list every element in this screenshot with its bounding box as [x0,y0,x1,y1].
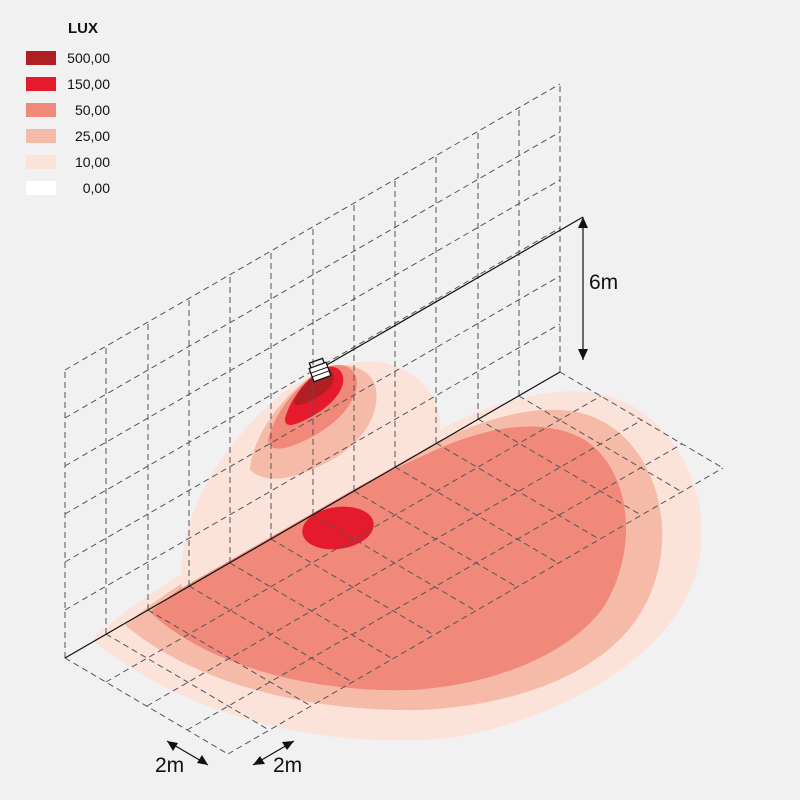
legend-label: 0,00 [82,180,110,196]
floor-wall-edge [64,371,561,659]
grid-dimensions [166,740,295,766]
legend-swatch [26,103,56,117]
legend-label: 25,00 [74,128,110,144]
legend-item: 0,00 [26,180,146,196]
grid-y-dimension-label: 2m [273,754,303,777]
legend-label: 50,00 [74,102,110,118]
floor-grid [64,371,724,755]
floor-zone-150 [302,506,374,550]
wall-zone-10 [181,361,441,588]
mounting-height-line [317,216,584,371]
height-dimension [578,217,588,360]
legend-swatch [26,129,56,143]
floor-isolux [92,391,702,741]
legend-title: LUX [68,20,98,37]
legend-swatch [26,51,56,65]
legend-label: 150,00 [67,76,110,92]
legend-item: 25,00 [26,128,146,144]
grid-x-dimension-label: 2m [155,754,185,777]
height-dimension-label: 6m [589,271,619,294]
legend-item: 50,00 [26,102,146,118]
room-edges [64,216,584,659]
legend-item: 10,00 [26,154,146,170]
legend-swatch [26,155,56,169]
floodlight-icon [308,357,332,383]
legend-swatch [26,181,56,195]
legend-label: 10,00 [74,154,110,170]
legend-label: 500,00 [67,50,110,66]
legend-item: 150,00 [26,76,146,92]
floor-zone-50 [150,426,627,691]
legend-swatch [26,77,56,91]
legend-item: 500,00 [26,50,146,66]
